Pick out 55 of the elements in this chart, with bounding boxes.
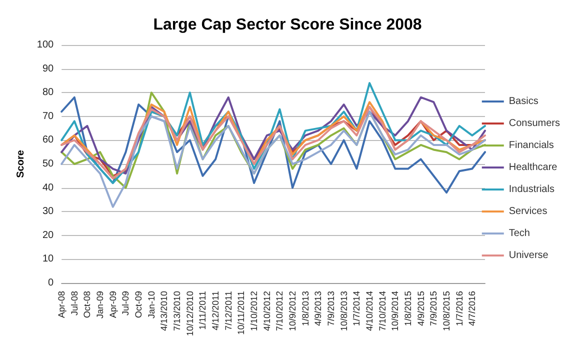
y-tick-label: 80 bbox=[42, 87, 54, 98]
x-tick-label: 4/7/2016 bbox=[467, 291, 478, 326]
line-series bbox=[60, 110, 486, 208]
x-tick-label: 10/11/2011 bbox=[236, 291, 246, 335]
x-tick-label: Jul-09 bbox=[120, 291, 131, 316]
x-tick-label: 10/12/2010 bbox=[184, 291, 195, 336]
x-tick-label: 7/12/2011 bbox=[223, 291, 234, 330]
y-axis-title: Score bbox=[16, 150, 26, 178]
x-tick-label: 10/8/2013 bbox=[338, 291, 349, 332]
x-tick-label: 4/9/2015 bbox=[416, 291, 426, 326]
x-tick-label: Jan-09 bbox=[95, 291, 106, 319]
x-tick-label: 1/8/2015 bbox=[403, 291, 414, 326]
x-tick-label: 10/9/2012 bbox=[288, 291, 298, 332]
y-tick-label: 30 bbox=[42, 206, 54, 218]
chart-title: Large Cap Sector Score Since 2008 bbox=[153, 16, 422, 34]
x-tick-label: 4/12/2011 bbox=[210, 291, 221, 330]
y-tick-label: 100 bbox=[36, 40, 54, 50]
x-tick-label: Oct-09 bbox=[134, 291, 144, 318]
x-tick-label: 1/10/2012 bbox=[249, 291, 260, 332]
x-tick-label: 1/11/2011 bbox=[198, 291, 208, 330]
legend-label: Industrials bbox=[508, 184, 554, 195]
legend-label: Healthcare bbox=[508, 162, 558, 173]
legend-label: Tech bbox=[508, 228, 530, 239]
x-tick-label: Jan-10 bbox=[146, 291, 156, 319]
legend-label: Basics bbox=[508, 96, 538, 107]
y-tick-label: 50 bbox=[42, 158, 54, 170]
x-tick-label: 7/10/2012 bbox=[274, 291, 285, 332]
x-tick-label: Apr-09 bbox=[108, 291, 118, 318]
y-tick-label: 60 bbox=[42, 134, 54, 146]
y-tick-label: 70 bbox=[42, 110, 54, 122]
y-tick-label: 20 bbox=[42, 230, 54, 241]
x-tick-label: 4/13/2010 bbox=[159, 291, 170, 332]
x-tick-label: 10/9/2014 bbox=[390, 291, 400, 332]
x-tick-label: 4/9/2013 bbox=[313, 291, 324, 326]
x-tick-label: Jul-08 bbox=[69, 291, 80, 316]
y-tick-label: 0 bbox=[48, 278, 54, 288]
x-tick-label: 7/10/2014 bbox=[377, 291, 388, 332]
x-tick-label: 4/10/2012 bbox=[262, 291, 272, 332]
x-tick-label: 1/7/2016 bbox=[454, 291, 464, 326]
legend-label: Consumers bbox=[508, 118, 560, 129]
y-tick-label: 10 bbox=[42, 254, 54, 265]
x-tick-label: 1/7/2014 bbox=[352, 291, 362, 326]
x-tick-label: 4/10/2014 bbox=[364, 291, 375, 332]
legend-label: Universe bbox=[508, 250, 549, 261]
x-tick-label: 7/13/2010 bbox=[172, 291, 182, 332]
x-tick-label: Oct-08 bbox=[82, 291, 92, 318]
x-tick-label: 7/9/2013 bbox=[326, 291, 336, 326]
legend-label: Services bbox=[508, 206, 548, 217]
y-tick-label: 40 bbox=[42, 182, 54, 194]
x-tick-label: 7/9/2015 bbox=[428, 291, 439, 326]
legend-label: Financials bbox=[508, 140, 554, 151]
x-tick-label: 10/8/2015 bbox=[442, 291, 452, 332]
y-tick-label: 90 bbox=[42, 63, 54, 74]
x-tick-label: Apr-08 bbox=[56, 291, 67, 318]
x-tick-label: 1/8/2013 bbox=[300, 291, 310, 326]
